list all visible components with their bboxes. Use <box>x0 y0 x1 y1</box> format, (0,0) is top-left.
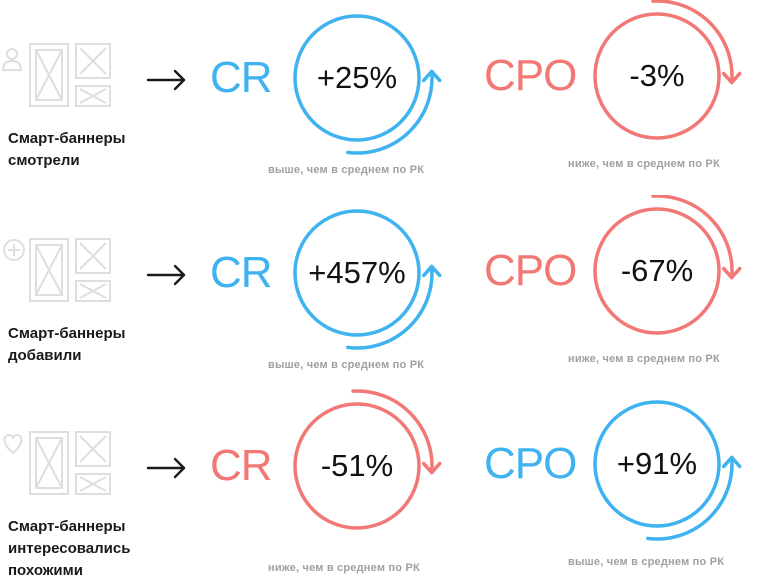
plus-circle-icon <box>3 239 25 261</box>
row-artwork <box>3 195 742 350</box>
heart-icon <box>3 433 23 455</box>
row-artwork <box>1 0 742 155</box>
curved-down-arrow-icon <box>651 0 742 85</box>
caption-line: похожими <box>8 562 83 579</box>
metric-row: Смарт-баннеры интересовались похожими CR -51… <box>0 388 760 579</box>
cpo-note: выше, чем в среднем по РК <box>568 556 725 568</box>
banner-layout-icon <box>29 431 111 495</box>
cr-ring <box>293 402 421 530</box>
cr-ring <box>293 14 421 142</box>
caption-line: Смарт-баннеры <box>8 325 126 342</box>
cr-note: выше, чем в среднем по РК <box>268 164 425 176</box>
cr-value: -51% <box>320 448 394 483</box>
person-icon <box>1 48 23 71</box>
curved-up-arrow-icon <box>346 69 442 155</box>
cpo-value: -67% <box>620 253 694 288</box>
cpo-ring <box>593 12 721 140</box>
caption-line: добавили <box>8 347 82 364</box>
right-arrow-icon <box>146 264 186 286</box>
caption-line: Смарт-баннеры <box>8 518 126 535</box>
cpo-ring <box>593 207 721 335</box>
cr-value: +25% <box>316 60 398 95</box>
cpo-note: ниже, чем в среднем по РК <box>568 158 720 170</box>
cr-ring <box>293 209 421 337</box>
cpo-label: CPO <box>484 439 577 488</box>
cr-value: +457% <box>308 255 406 290</box>
row-caption: Смарт-баннеры интересовались похожими <box>8 516 178 582</box>
caption-line: смотрели <box>8 152 80 169</box>
row-artwork <box>3 389 742 541</box>
caption-line: интересовались <box>8 540 131 557</box>
cpo-label: CPO <box>484 51 577 100</box>
cpo-label: CPO <box>484 246 577 295</box>
metric-row: Смарт-баннеры добавили CR +457% выше, чем в … <box>0 195 760 385</box>
cpo-value: -3% <box>629 58 685 93</box>
curved-down-arrow-icon <box>651 195 742 280</box>
metric-row: Смарт-баннеры смотрели CR +25% выше, чем в с… <box>0 0 760 190</box>
cpo-note: ниже, чем в среднем по РК <box>568 353 720 365</box>
cr-label: CR <box>210 53 273 102</box>
row-caption: Смарт-баннеры добавили <box>8 323 178 367</box>
row-caption: Смарт-баннеры смотрели <box>8 128 178 172</box>
cr-note: выше, чем в среднем по РК <box>268 359 425 371</box>
cpo-value: +91% <box>616 446 698 481</box>
curved-up-arrow-icon <box>346 264 442 350</box>
right-arrow-icon <box>146 69 186 91</box>
curved-down-arrow-icon <box>351 389 442 475</box>
banner-layout-icon <box>29 238 111 302</box>
banner-layout-icon <box>29 43 111 107</box>
caption-line: Смарт-баннеры <box>8 130 126 147</box>
cr-label: CR <box>210 441 273 490</box>
cpo-ring <box>593 400 721 528</box>
right-arrow-icon <box>146 457 186 479</box>
cr-note: ниже, чем в среднем по РК <box>268 562 420 574</box>
cr-label: CR <box>210 248 273 297</box>
curved-up-arrow-icon <box>646 455 742 541</box>
